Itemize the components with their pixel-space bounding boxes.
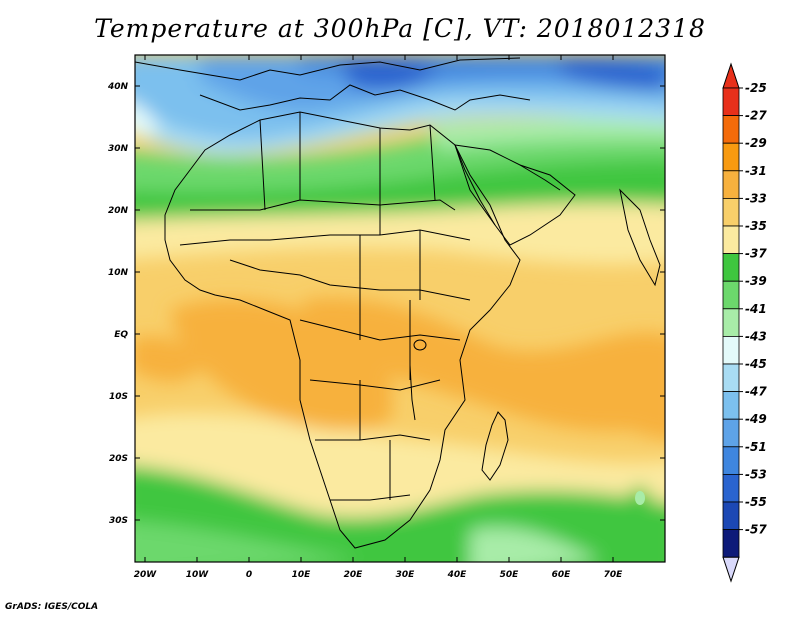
- colorbar-swatch: [722, 280, 740, 310]
- colorbar-swatch: [722, 308, 740, 337]
- colorbar-swatch: [722, 170, 740, 199]
- colorbar-label: -31: [745, 164, 767, 178]
- lon-tick-label: 10W: [186, 570, 210, 580]
- colorbar-label: -45: [745, 357, 767, 371]
- lat-tick-label: 40N: [107, 82, 129, 92]
- lon-tick-label: 20W: [134, 570, 158, 580]
- colorbar-swatch: [722, 363, 740, 393]
- map-frame: [134, 54, 666, 563]
- colorbar-label: -47: [745, 385, 767, 399]
- colorbar-bottom-arrow: [722, 556, 740, 583]
- lat-tick-label: 30N: [108, 144, 129, 154]
- latitude-axis: 40N 30N 20N 10N EQ 10S 20S 30S: [107, 82, 665, 526]
- lat-tick-label: EQ: [114, 330, 128, 340]
- colorbar: -25 -27 -29 -31 -33 -35 -37 -39 -41 -43 -45 -47 -49 -…: [722, 62, 767, 583]
- colorbar-label: -55: [745, 495, 767, 509]
- colorbar-label: -39: [745, 274, 767, 288]
- longitude-axis: 20W 10W 0 10E 20E 30E 40E 50E 60E 70E: [134, 55, 623, 580]
- colorbar-swatch: [722, 446, 740, 475]
- colorbar-label: -37: [745, 247, 767, 261]
- footer-credit: GrADS: IGES/COLA: [5, 602, 99, 612]
- lon-tick-label: 30E: [396, 570, 416, 580]
- lat-tick-label: 20N: [108, 206, 129, 216]
- lon-tick-label: 40E: [447, 570, 468, 580]
- lon-tick-label: 20E: [344, 570, 364, 580]
- colorbar-label: -27: [745, 109, 767, 123]
- chart-title: Temperature at 300hPa [C], VT: 201801231…: [94, 14, 706, 43]
- colorbar-label: -43: [745, 329, 767, 343]
- colorbar-label: -49: [745, 412, 767, 426]
- colorbar-label: -35: [745, 219, 767, 233]
- colorbar-label: -57: [745, 523, 767, 537]
- lat-tick-label: 30S: [109, 516, 128, 526]
- colorbar-swatch: [722, 253, 740, 282]
- lat-tick-label: 10S: [109, 392, 128, 402]
- colorbar-swatch: [722, 142, 740, 172]
- coastlines: [135, 57, 661, 549]
- colorbar-label: -41: [745, 302, 767, 316]
- lon-tick-label: 0: [246, 570, 252, 580]
- lon-tick-label: 70E: [604, 570, 624, 580]
- colorbar-swatch: [722, 391, 740, 420]
- colorbar-label: -33: [745, 191, 767, 205]
- colorbar-label: -51: [745, 440, 767, 454]
- temperature-field: [135, 55, 665, 562]
- colorbar-label: -25: [745, 81, 767, 95]
- colorbar-label: -29: [745, 136, 767, 150]
- colorbar-label: -53: [745, 467, 767, 481]
- lat-tick-label: 10N: [108, 268, 129, 278]
- colorbar-swatch: [722, 197, 740, 227]
- colorbar-swatch: [722, 473, 740, 503]
- lon-tick-label: 60E: [552, 570, 572, 580]
- colorbar-swatch: [722, 87, 740, 117]
- lat-tick-label: 20S: [109, 454, 128, 464]
- colorbar-swatch: [722, 335, 740, 365]
- lon-tick-label: 10E: [292, 570, 312, 580]
- lon-tick-label: 50E: [500, 570, 520, 580]
- colorbar-top-arrow: [722, 62, 740, 89]
- colorbar-swatch: [722, 501, 740, 531]
- colorbar-swatch: [722, 418, 740, 448]
- colorbar-swatch: [722, 529, 740, 558]
- colorbar-swatch: [722, 115, 740, 144]
- colorbar-swatch: [722, 225, 740, 255]
